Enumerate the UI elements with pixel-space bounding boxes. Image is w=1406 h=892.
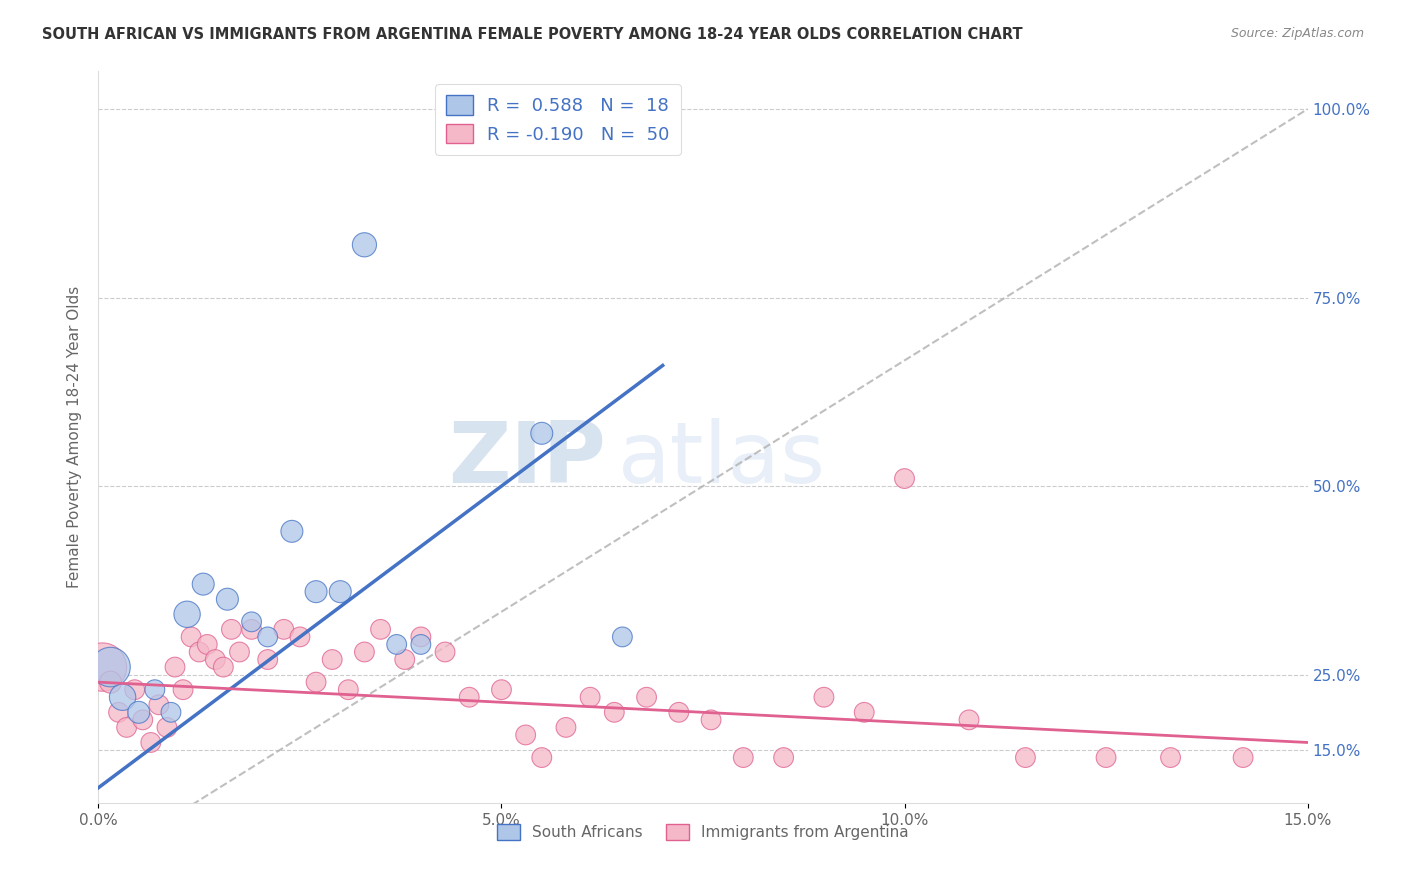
Point bbox=[256, 652, 278, 666]
Point bbox=[305, 675, 328, 690]
Point bbox=[195, 637, 218, 651]
Point bbox=[176, 607, 198, 622]
Point bbox=[1014, 750, 1036, 764]
Point bbox=[555, 720, 578, 734]
Point bbox=[530, 426, 553, 441]
Point bbox=[100, 660, 122, 674]
Point bbox=[370, 623, 392, 637]
Point bbox=[240, 615, 263, 629]
Point bbox=[180, 630, 202, 644]
Point bbox=[321, 652, 343, 666]
Point bbox=[700, 713, 723, 727]
Point bbox=[579, 690, 602, 705]
Point bbox=[107, 706, 129, 720]
Point bbox=[491, 682, 513, 697]
Point bbox=[240, 623, 263, 637]
Point bbox=[1160, 750, 1182, 764]
Point bbox=[124, 682, 146, 697]
Point bbox=[128, 706, 150, 720]
Point bbox=[603, 706, 626, 720]
Text: Source: ZipAtlas.com: Source: ZipAtlas.com bbox=[1230, 27, 1364, 40]
Point bbox=[221, 623, 243, 637]
Legend: South Africans, Immigrants from Argentina: South Africans, Immigrants from Argentin… bbox=[491, 818, 915, 847]
Point bbox=[353, 237, 375, 252]
Point bbox=[188, 645, 211, 659]
Point bbox=[228, 645, 250, 659]
Point bbox=[1232, 750, 1254, 764]
Y-axis label: Female Poverty Among 18-24 Year Olds: Female Poverty Among 18-24 Year Olds bbox=[66, 286, 82, 588]
Point bbox=[853, 706, 876, 720]
Point bbox=[409, 637, 432, 651]
Point bbox=[772, 750, 794, 764]
Point bbox=[1095, 750, 1118, 764]
Point bbox=[337, 682, 360, 697]
Point bbox=[288, 630, 311, 644]
Point bbox=[193, 577, 215, 591]
Point bbox=[515, 728, 537, 742]
Point bbox=[212, 660, 235, 674]
Point bbox=[273, 623, 295, 637]
Point bbox=[172, 682, 194, 697]
Point bbox=[733, 750, 755, 764]
Point bbox=[329, 584, 352, 599]
Text: atlas: atlas bbox=[619, 417, 827, 500]
Point bbox=[156, 720, 179, 734]
Point bbox=[385, 637, 408, 651]
Text: ZIP: ZIP bbox=[449, 417, 606, 500]
Text: SOUTH AFRICAN VS IMMIGRANTS FROM ARGENTINA FEMALE POVERTY AMONG 18-24 YEAR OLDS : SOUTH AFRICAN VS IMMIGRANTS FROM ARGENTI… bbox=[42, 27, 1022, 42]
Point bbox=[143, 682, 166, 697]
Point bbox=[409, 630, 432, 644]
Point bbox=[305, 584, 328, 599]
Point bbox=[217, 592, 239, 607]
Point bbox=[256, 630, 278, 644]
Point bbox=[893, 471, 915, 485]
Point bbox=[636, 690, 658, 705]
Point bbox=[115, 720, 138, 734]
Point bbox=[957, 713, 980, 727]
Point bbox=[148, 698, 170, 712]
Point bbox=[612, 630, 634, 644]
Point bbox=[204, 652, 226, 666]
Point bbox=[458, 690, 481, 705]
Point bbox=[100, 675, 122, 690]
Point bbox=[668, 706, 690, 720]
Point bbox=[281, 524, 304, 539]
Point bbox=[111, 690, 134, 705]
Point bbox=[139, 735, 162, 749]
Point bbox=[160, 706, 183, 720]
Point bbox=[813, 690, 835, 705]
Point bbox=[132, 713, 155, 727]
Point bbox=[434, 645, 457, 659]
Point bbox=[394, 652, 416, 666]
Point bbox=[91, 660, 114, 674]
Point bbox=[163, 660, 186, 674]
Point bbox=[530, 750, 553, 764]
Point bbox=[353, 645, 375, 659]
